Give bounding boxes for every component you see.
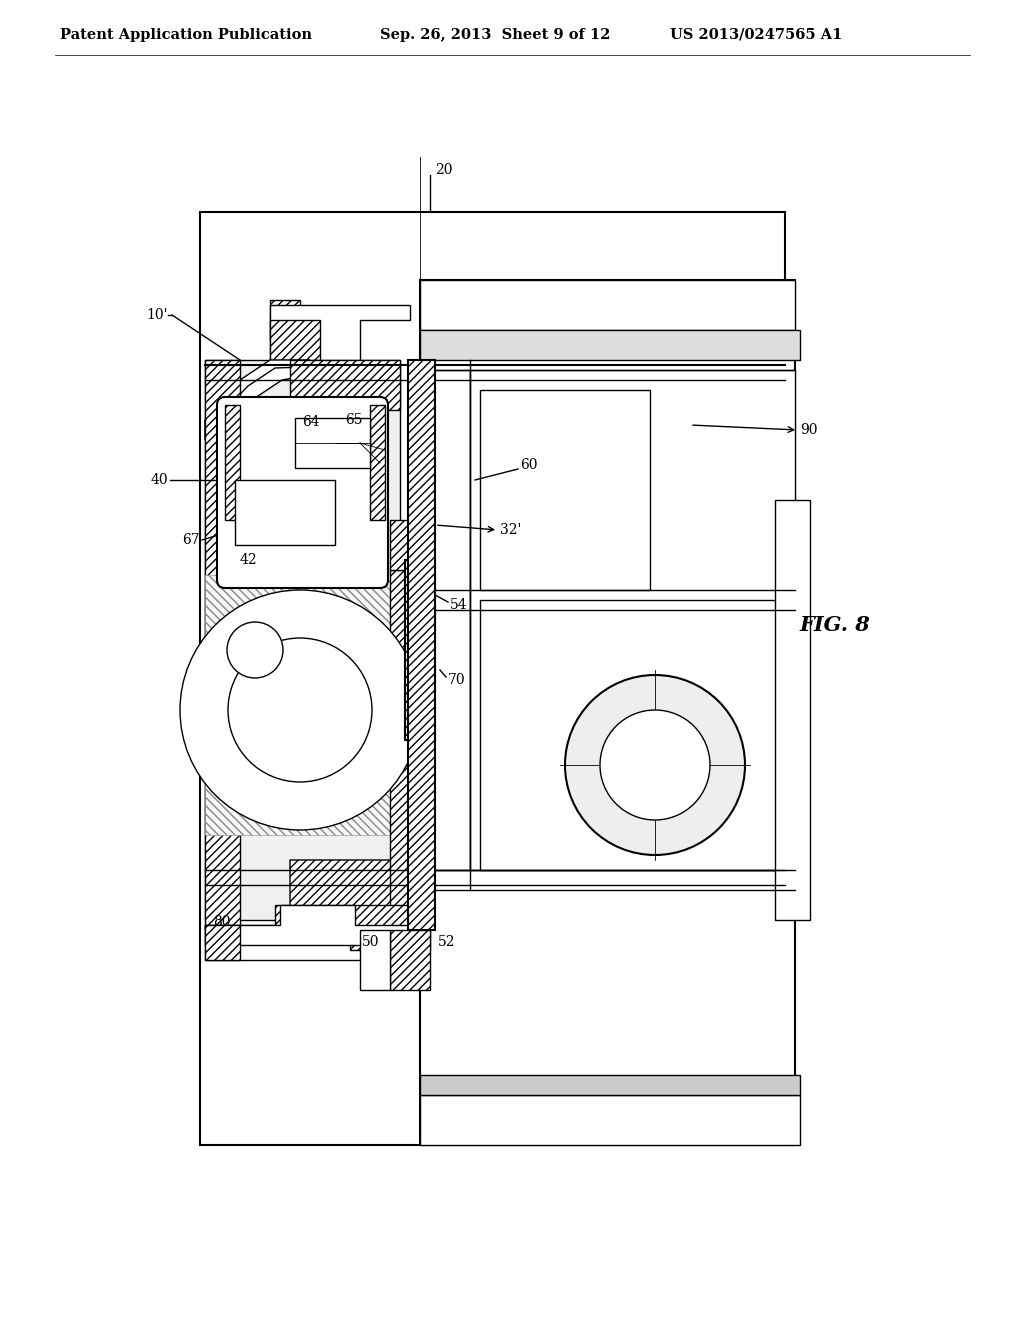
Polygon shape	[205, 925, 240, 960]
Bar	[234, 480, 335, 545]
Polygon shape	[420, 370, 470, 870]
Text: Sep. 26, 2013  Sheet 9 of 12: Sep. 26, 2013 Sheet 9 of 12	[380, 28, 610, 42]
Bar	[775, 500, 810, 920]
Polygon shape	[350, 931, 430, 950]
Bar	[200, 213, 785, 1144]
Bar	[480, 389, 650, 590]
Text: FIG. 8: FIG. 8	[800, 615, 870, 635]
Bar	[360, 931, 390, 990]
Text: US 2013/0247565 A1: US 2013/0247565 A1	[670, 28, 843, 42]
Text: 42: 42	[240, 553, 258, 568]
Text: 32': 32'	[500, 523, 521, 537]
Polygon shape	[270, 305, 410, 360]
Text: 54: 54	[450, 598, 468, 612]
Polygon shape	[390, 931, 430, 990]
Polygon shape	[205, 576, 390, 836]
Polygon shape	[406, 560, 435, 741]
Text: 40: 40	[151, 473, 168, 487]
Text: 67: 67	[182, 533, 200, 546]
Circle shape	[565, 675, 745, 855]
Bar	[205, 925, 380, 960]
FancyBboxPatch shape	[217, 397, 388, 587]
Text: 50: 50	[362, 935, 380, 949]
Polygon shape	[240, 861, 400, 931]
Circle shape	[180, 590, 420, 830]
Text: 20: 20	[435, 162, 453, 177]
Circle shape	[600, 710, 710, 820]
Polygon shape	[420, 280, 795, 330]
Polygon shape	[270, 319, 319, 360]
Polygon shape	[290, 360, 400, 411]
Bar	[295, 418, 370, 469]
Text: 10': 10'	[146, 308, 168, 322]
Polygon shape	[205, 360, 400, 920]
Bar	[420, 1096, 800, 1144]
Polygon shape	[275, 906, 430, 931]
Circle shape	[227, 622, 283, 678]
Polygon shape	[420, 280, 795, 1144]
Text: 90: 90	[800, 422, 817, 437]
Text: 60: 60	[520, 458, 538, 473]
Text: Patent Application Publication: Patent Application Publication	[60, 28, 312, 42]
Polygon shape	[480, 601, 780, 870]
Polygon shape	[205, 906, 415, 945]
Text: 64: 64	[302, 414, 319, 429]
Bar	[270, 300, 300, 341]
Text: 52: 52	[438, 935, 456, 949]
Polygon shape	[370, 405, 385, 520]
Bar	[420, 330, 800, 360]
Polygon shape	[390, 570, 420, 931]
Circle shape	[228, 638, 372, 781]
Text: 65: 65	[345, 413, 362, 426]
Text: 70: 70	[449, 673, 466, 686]
Polygon shape	[215, 367, 305, 436]
Polygon shape	[205, 360, 240, 931]
Polygon shape	[408, 360, 435, 931]
Polygon shape	[390, 520, 425, 570]
Polygon shape	[470, 370, 795, 870]
Bar	[420, 1074, 800, 1096]
Text: 80: 80	[213, 915, 230, 929]
Polygon shape	[205, 360, 310, 440]
Polygon shape	[225, 405, 240, 520]
